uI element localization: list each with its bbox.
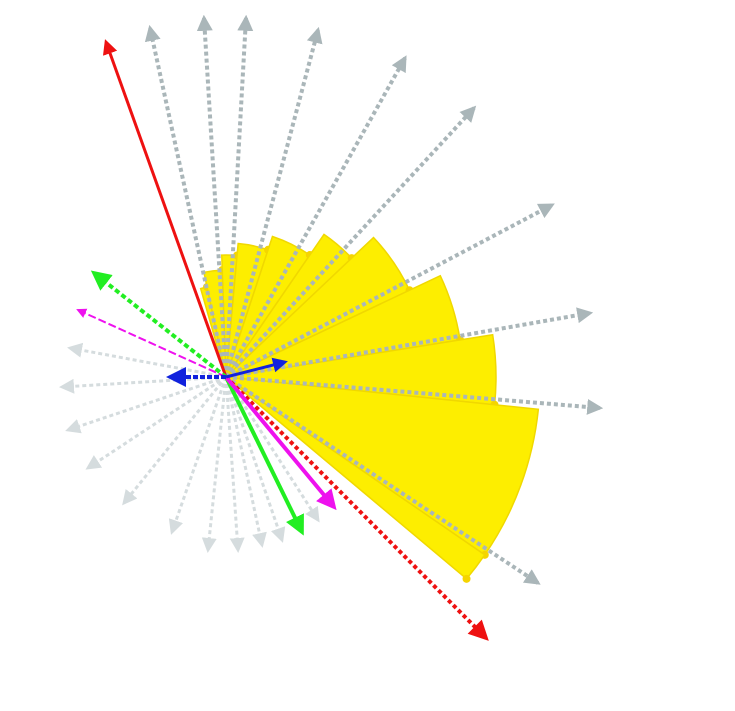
arrow — [76, 308, 227, 378]
arrow — [224, 375, 337, 511]
arrow — [224, 105, 477, 379]
arrow — [224, 376, 286, 543]
arrow — [224, 55, 407, 378]
arrow — [224, 375, 541, 585]
arrow — [224, 14, 254, 378]
arrow — [225, 357, 288, 379]
arrow — [144, 24, 228, 378]
arrow — [201, 376, 228, 553]
arrow — [90, 270, 228, 379]
arrow — [102, 39, 228, 378]
arrow — [224, 376, 245, 553]
arrow — [224, 376, 267, 548]
arrow — [224, 375, 489, 641]
arrow — [67, 342, 227, 379]
arrow — [196, 14, 228, 378]
arrow — [225, 307, 594, 379]
arrow — [224, 376, 304, 536]
sector-fan — [199, 233, 540, 583]
arrow — [225, 203, 555, 379]
arrow — [168, 376, 228, 535]
arrow — [59, 375, 227, 394]
sector-knob — [462, 574, 471, 583]
arrow — [224, 376, 320, 523]
arrow — [85, 375, 227, 470]
arrow-group — [59, 14, 604, 641]
arrow — [122, 376, 228, 506]
arrow — [224, 26, 323, 378]
sector — [225, 376, 540, 556]
